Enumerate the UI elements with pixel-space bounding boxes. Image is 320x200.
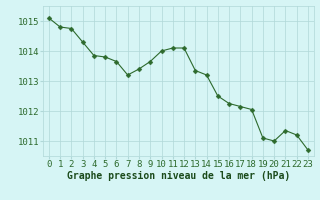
- X-axis label: Graphe pression niveau de la mer (hPa): Graphe pression niveau de la mer (hPa): [67, 171, 290, 181]
